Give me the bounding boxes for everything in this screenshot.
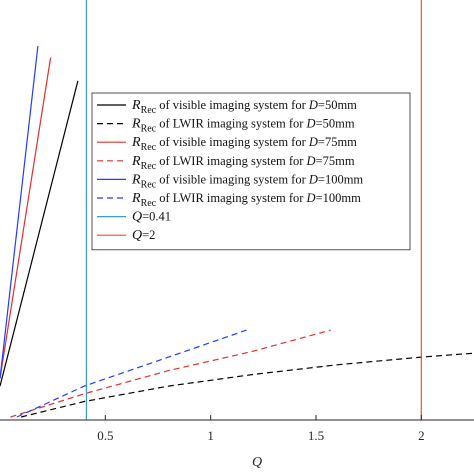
series-line-1: [0, 80, 79, 387]
x-tick-label: 0.5: [97, 428, 113, 443]
series-line-3: [0, 57, 52, 379]
x-axis-label: Q: [252, 455, 262, 470]
legend-entry: RRec of LWIR imaging system for D=75mm: [131, 154, 355, 172]
legend-entry: RRec of LWIR imaging system for D=100mm: [131, 191, 361, 209]
series-line-6: [16, 329, 247, 418]
legend-entry: RRec of visible imaging system for D=100…: [131, 172, 363, 190]
legend-entry: RRec of LWIR imaging system for D=50mm: [131, 117, 355, 135]
x-tick-label: 1: [207, 428, 214, 443]
plot-lines: [0, 0, 474, 420]
series-line-5: [0, 46, 39, 379]
axes: 0.5 1 1.5 2: [0, 415, 474, 443]
legend-entry: RRec of visible imaging system for D=50m…: [131, 98, 357, 116]
series-line-2: [20, 352, 474, 418]
legend-entry: RRec of visible imaging system for D=75m…: [131, 135, 357, 153]
x-tick-label: 2: [418, 428, 425, 443]
legend-box: [91, 92, 411, 251]
legend-entry: Q=2: [132, 228, 155, 243]
x-tick-label: 1.5: [308, 428, 324, 443]
series-line-4: [10, 329, 331, 418]
legend-entry: Q=0.41: [132, 210, 171, 225]
legend: RRec of visible imaging system for D=50m…: [91, 92, 411, 251]
